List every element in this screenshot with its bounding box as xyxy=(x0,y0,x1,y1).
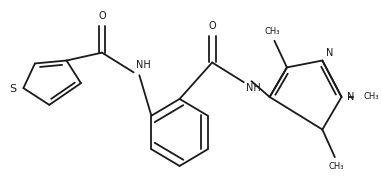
Text: N: N xyxy=(326,48,334,58)
Text: CH₃: CH₃ xyxy=(363,93,379,102)
Text: O: O xyxy=(98,11,106,21)
Text: S: S xyxy=(10,84,17,94)
Text: CH₃: CH₃ xyxy=(265,27,280,36)
Text: NH: NH xyxy=(136,60,151,70)
Text: N: N xyxy=(347,92,355,102)
Text: NH: NH xyxy=(246,83,261,93)
Text: CH₃: CH₃ xyxy=(329,162,344,171)
Text: O: O xyxy=(208,21,216,31)
